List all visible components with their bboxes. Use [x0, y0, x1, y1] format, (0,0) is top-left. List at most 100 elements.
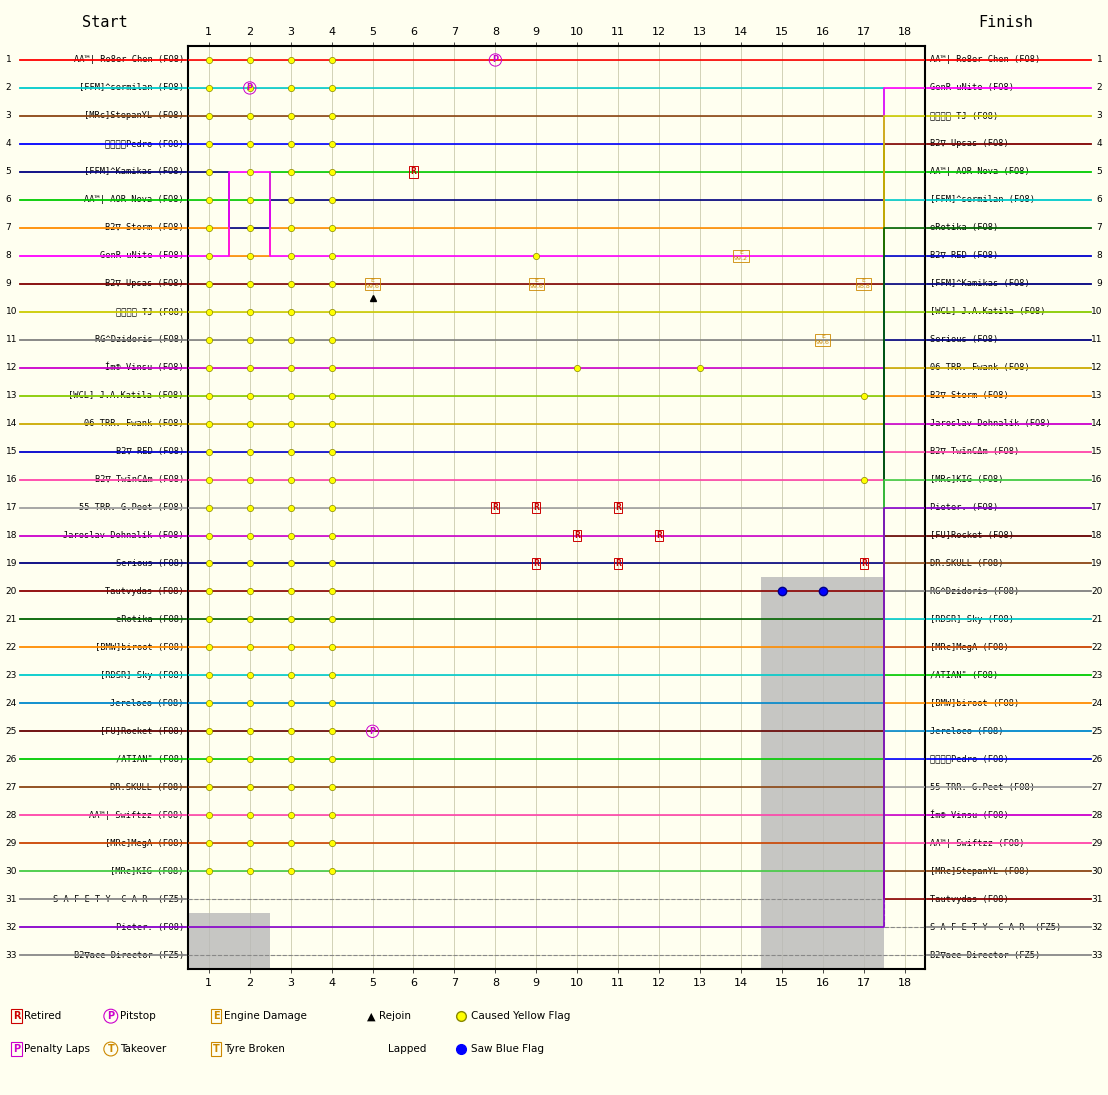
Bar	[802, 606, 843, 633]
Text: 15: 15	[1091, 447, 1102, 457]
Bar	[229, 913, 270, 941]
Text: 11: 11	[6, 335, 17, 344]
Text: 19: 19	[6, 558, 17, 568]
Text: B2∇ Storm (FO8): B2∇ Storm (FO8)	[105, 223, 184, 232]
Text: E
99.6: E 99.6	[815, 334, 830, 345]
Text: 22: 22	[1091, 643, 1102, 652]
Bar	[802, 885, 843, 913]
Text: B2∇ TwīnCΔm (FO8): B2∇ TwīnCΔm (FO8)	[930, 447, 1019, 457]
Text: 21: 21	[6, 615, 17, 624]
Text: 3: 3	[1097, 112, 1102, 120]
Text: 33: 33	[1091, 950, 1102, 959]
Text: E: E	[213, 1011, 219, 1022]
Bar	[843, 606, 884, 633]
Text: AA™| AOR Nova (FO8): AA™| AOR Nova (FO8)	[84, 195, 184, 205]
Bar	[761, 857, 802, 885]
Text: [FFM]^sermilan (FO8): [FFM]^sermilan (FO8)	[930, 195, 1035, 205]
Text: 1: 1	[6, 56, 11, 65]
Text: [FFM]^Kamikas (FO8): [FFM]^Kamikas (FO8)	[84, 168, 184, 176]
Text: Pieter. (FO8): Pieter. (FO8)	[115, 923, 184, 932]
Bar	[802, 577, 843, 606]
Text: 21: 21	[1091, 615, 1102, 624]
Text: 14: 14	[1091, 419, 1102, 428]
Bar	[843, 717, 884, 746]
Text: 27: 27	[1091, 783, 1102, 792]
Text: Pitstop: Pitstop	[120, 1011, 155, 1022]
Bar	[802, 913, 843, 941]
Bar	[761, 941, 802, 969]
Text: 17: 17	[1091, 503, 1102, 512]
Text: 8: 8	[6, 251, 11, 261]
Text: 4: 4	[6, 139, 11, 149]
Text: R: R	[656, 531, 663, 540]
Text: Start: Start	[82, 14, 129, 30]
Bar	[761, 661, 802, 690]
Text: 24: 24	[1091, 699, 1102, 707]
Text: 16: 16	[6, 475, 17, 484]
Text: RG^Dzidoris (FO8): RG^Dzidoris (FO8)	[94, 335, 184, 344]
Bar	[843, 885, 884, 913]
Text: 17: 17	[6, 503, 17, 512]
Bar	[802, 717, 843, 746]
Text: R: R	[13, 1011, 20, 1022]
Text: E
99.6: E 99.6	[366, 278, 380, 289]
Text: Pieter. (FO8): Pieter. (FO8)	[930, 503, 998, 512]
Text: RG^Dzidoris (FO8): RG^Dzidoris (FO8)	[930, 587, 1019, 596]
Text: 1: 1	[1097, 56, 1102, 65]
Text: R: R	[574, 531, 581, 540]
Text: Saw Blue Flag: Saw Blue Flag	[471, 1044, 544, 1054]
Text: 9: 9	[1097, 279, 1102, 288]
Bar	[843, 802, 884, 829]
Text: [MRc]KIG (FO8): [MRc]KIG (FO8)	[111, 866, 184, 876]
Text: Takeover: Takeover	[120, 1044, 166, 1054]
Text: 19: 19	[1091, 558, 1102, 568]
Text: /ATIAN" (FO8): /ATIAN" (FO8)	[930, 671, 998, 680]
Bar	[843, 857, 884, 885]
Text: DR.SKULL (FO8): DR.SKULL (FO8)	[111, 783, 184, 792]
Text: 27: 27	[6, 783, 17, 792]
Text: GenR uNite (FO8): GenR uNite (FO8)	[930, 83, 1014, 92]
Text: [MRc]StepanYL (FO8): [MRc]StepanYL (FO8)	[930, 866, 1029, 876]
Text: B2∇ace Director (FZ5): B2∇ace Director (FZ5)	[930, 950, 1040, 959]
Text: 6: 6	[1097, 195, 1102, 205]
Text: AA™| Swiftzz (FO8): AA™| Swiftzz (FO8)	[930, 839, 1024, 848]
Bar	[843, 913, 884, 941]
Bar	[761, 690, 802, 717]
Text: 18: 18	[1091, 531, 1102, 540]
Bar	[761, 606, 802, 633]
Text: 14: 14	[6, 419, 17, 428]
Text: E
98.8: E 98.8	[856, 278, 871, 289]
Bar	[761, 773, 802, 802]
Text: 15: 15	[6, 447, 17, 457]
Bar	[843, 746, 884, 773]
Text: Tautvydas (FO8): Tautvydas (FO8)	[930, 895, 1008, 903]
Text: Caused Yellow Flag: Caused Yellow Flag	[471, 1011, 571, 1022]
Text: AA™| Swiftzz (FO8): AA™| Swiftzz (FO8)	[90, 810, 184, 820]
Text: S A F E T Y  C A R  (FZ5): S A F E T Y C A R (FZ5)	[930, 923, 1060, 932]
Text: Serious (FO8): Serious (FO8)	[930, 335, 998, 344]
Text: 33: 33	[6, 950, 17, 959]
Text: [RDSR] Sky (FO8): [RDSR] Sky (FO8)	[930, 615, 1014, 624]
Text: Jaroslav Dohnalík (FO8): Jaroslav Dohnalík (FO8)	[930, 419, 1050, 428]
Text: 25: 25	[6, 727, 17, 736]
Text: R: R	[533, 558, 540, 568]
Text: 32: 32	[1091, 923, 1102, 932]
Text: R: R	[615, 503, 622, 512]
Text: P: P	[247, 83, 253, 92]
Text: [FFM]^sermilan (FO8): [FFM]^sermilan (FO8)	[79, 83, 184, 92]
Bar	[188, 941, 229, 969]
Text: S A F E T Y  C A R  (FZ5): S A F E T Y C A R (FZ5)	[53, 895, 184, 903]
Text: 26: 26	[1091, 754, 1102, 764]
Text: 13: 13	[1091, 391, 1102, 400]
Text: [FU]Rocket (FO8): [FU]Rocket (FO8)	[930, 531, 1014, 540]
Text: 9: 9	[6, 279, 11, 288]
Text: 28: 28	[1091, 810, 1102, 820]
Text: Serious (FO8): Serious (FO8)	[115, 558, 184, 568]
Text: [MRc]StepanYL (FO8): [MRc]StepanYL (FO8)	[84, 112, 184, 120]
Text: 06 TRR. Fwank (FO8): 06 TRR. Fwank (FO8)	[84, 419, 184, 428]
Bar	[761, 633, 802, 661]
Text: T: T	[107, 1044, 114, 1054]
Bar	[802, 941, 843, 969]
Text: [FFM]^Kamikas (FO8): [FFM]^Kamikas (FO8)	[930, 279, 1029, 288]
Text: 2: 2	[6, 83, 11, 92]
